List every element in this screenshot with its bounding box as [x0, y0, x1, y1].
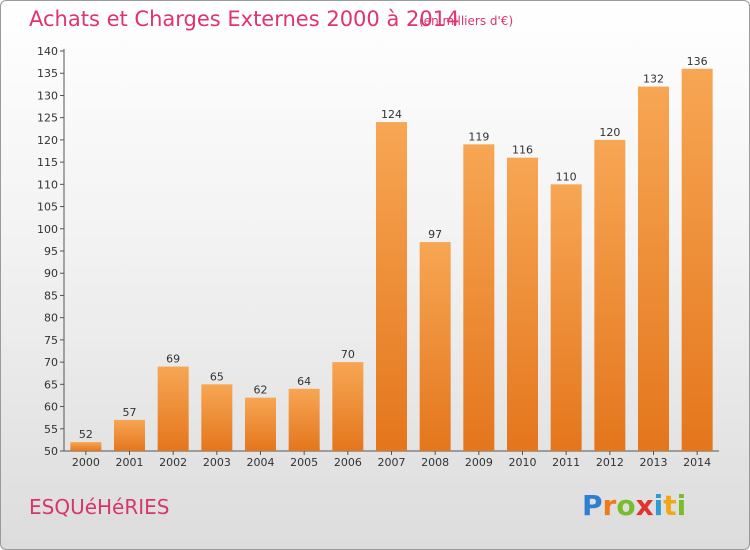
- y-tick-label: 125: [37, 112, 58, 125]
- bar: [332, 362, 364, 451]
- y-tick-label: 120: [37, 134, 58, 147]
- data-label: 110: [556, 170, 577, 183]
- y-tick-label: 55: [44, 423, 58, 436]
- y-tick-label: 115: [37, 156, 58, 169]
- y-tick-label: 130: [37, 89, 58, 102]
- x-tick-label: 2004: [247, 456, 275, 469]
- y-tick-label: 140: [37, 45, 58, 58]
- logo-letter: t: [663, 489, 677, 522]
- bar: [70, 442, 102, 451]
- x-tick-label: 2011: [552, 456, 580, 469]
- data-label: 62: [254, 384, 268, 397]
- bar: [157, 366, 189, 451]
- bar: [638, 86, 669, 452]
- bar: [245, 397, 276, 451]
- logo-letter: r: [602, 489, 617, 522]
- data-label: 136: [687, 55, 708, 68]
- logo-letter: x: [635, 489, 654, 522]
- data-label: 64: [297, 375, 311, 388]
- data-label: 124: [381, 108, 402, 121]
- x-tick-label: 2003: [203, 456, 231, 469]
- bar: [114, 419, 145, 451]
- x-tick-label: 2006: [334, 456, 362, 469]
- y-tick-label: 65: [44, 378, 58, 391]
- y-tick-label: 100: [37, 223, 58, 236]
- x-tick-label: 2009: [465, 456, 493, 469]
- logo-letter: i: [653, 489, 664, 522]
- x-tick-label: 2000: [72, 456, 100, 469]
- data-label: 119: [468, 130, 489, 143]
- data-label: 132: [643, 73, 664, 86]
- proxiti-logo: Proxiti: [582, 489, 686, 522]
- bar: [463, 144, 495, 452]
- data-label: 57: [123, 406, 137, 419]
- y-tick-label: 85: [44, 289, 58, 302]
- x-tick-label: 2012: [596, 456, 624, 469]
- x-tick-label: 2010: [509, 456, 537, 469]
- y-tick-label: 90: [44, 267, 58, 280]
- bar: [288, 388, 320, 451]
- commune-name: ESQUéHéRIES: [29, 495, 170, 519]
- y-tick-label: 80: [44, 312, 58, 325]
- bar: [376, 122, 407, 451]
- bar: [201, 384, 233, 451]
- x-tick-label: 2007: [378, 456, 406, 469]
- y-tick-label: 135: [37, 67, 58, 80]
- data-label: 116: [512, 144, 533, 157]
- y-tick-label: 70: [44, 356, 58, 369]
- logo-letter: o: [616, 489, 636, 522]
- x-tick-label: 2001: [116, 456, 144, 469]
- y-tick-label: 50: [44, 445, 58, 458]
- bar: [681, 68, 713, 452]
- x-tick-label: 2005: [290, 456, 318, 469]
- y-tick-label: 110: [37, 178, 58, 191]
- bar: [419, 242, 451, 451]
- chart-title: Achats et Charges Externes 2000 à 2014: [29, 7, 460, 31]
- logo-letter: P: [582, 489, 603, 522]
- y-tick-label: 60: [44, 401, 58, 414]
- x-tick-label: 2008: [421, 456, 449, 469]
- logo-letter: i: [676, 489, 687, 522]
- bar: [507, 157, 538, 451]
- data-label: 52: [79, 428, 93, 441]
- data-label: 69: [166, 353, 180, 366]
- chart-subtitle: (en milliers d'€): [419, 14, 514, 28]
- y-tick-label: 75: [44, 334, 58, 347]
- bar: [550, 184, 582, 452]
- bar: [594, 139, 626, 451]
- x-tick-label: 2014: [683, 456, 711, 469]
- x-tick-label: 2013: [640, 456, 668, 469]
- y-tick-label: 105: [37, 201, 58, 214]
- data-label: 120: [599, 126, 620, 139]
- x-tick-label: 2002: [159, 456, 187, 469]
- data-label: 70: [341, 348, 355, 361]
- data-label: 65: [210, 370, 224, 383]
- y-tick-label: 95: [44, 245, 58, 258]
- data-label: 97: [428, 228, 442, 241]
